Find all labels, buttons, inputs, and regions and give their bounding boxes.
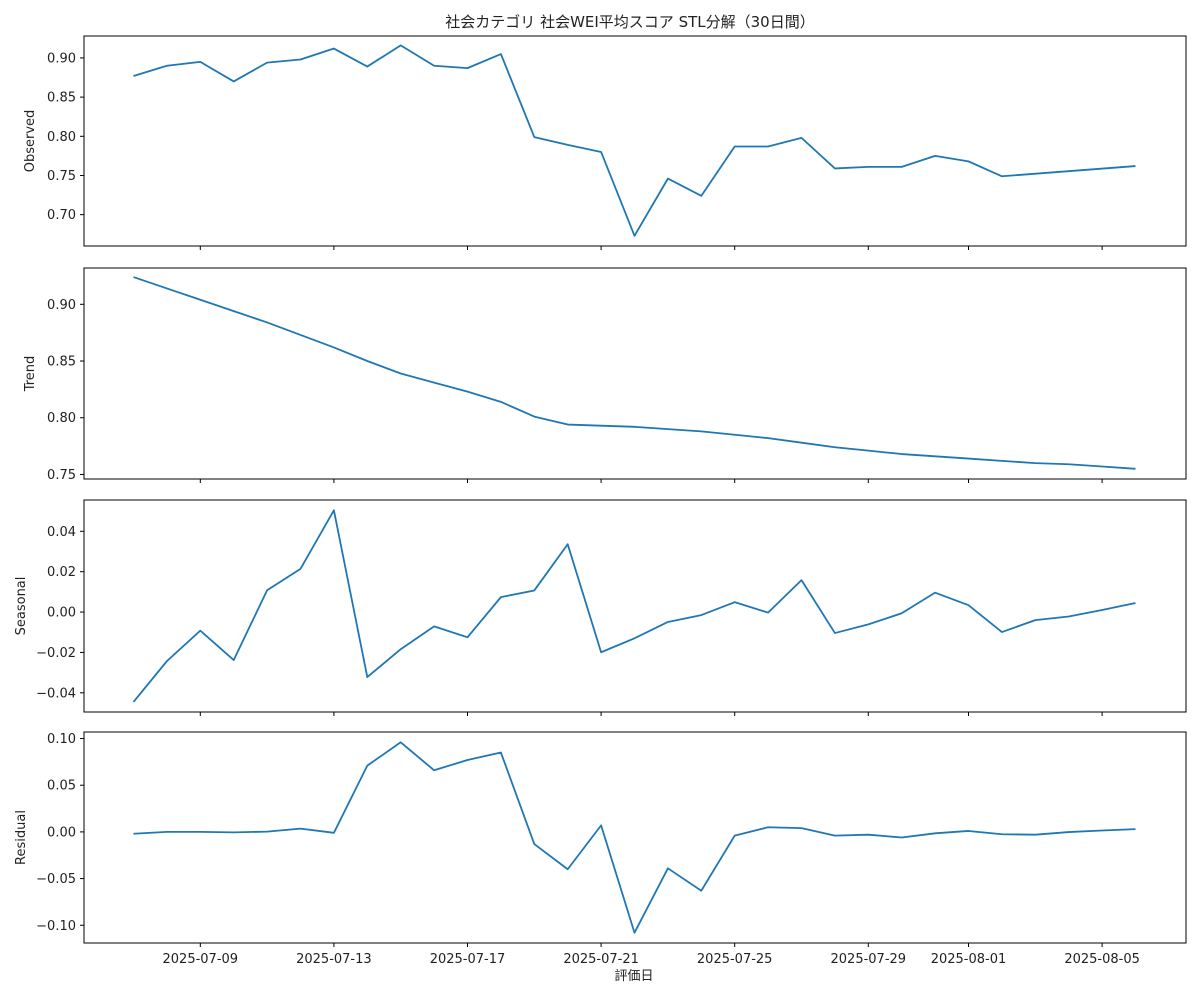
panel-residual: −0.10 −0.05 0.00 0.05 0.10 2025-07-09 2025-07-… xyxy=(14,732,1186,967)
x-tick-label: 2025-07-21 xyxy=(563,952,639,967)
y-tick-label: 0.10 xyxy=(47,732,76,747)
y-tick-label: 0.85 xyxy=(47,355,76,370)
axes-frame xyxy=(84,500,1186,712)
y-tick-label: 0.90 xyxy=(47,298,76,313)
y-tick-label: 0.90 xyxy=(47,51,76,66)
series-line-observed xyxy=(134,45,1136,235)
y-tick-label: 0.75 xyxy=(47,468,76,483)
x-tick-label: 2025-07-25 xyxy=(697,952,773,967)
x-tick-label: 2025-08-05 xyxy=(1064,952,1140,967)
y-tick-label: 0.05 xyxy=(47,779,76,794)
y-tick-label: 0.02 xyxy=(47,565,76,580)
axes-frame xyxy=(84,732,1186,943)
panel-observed: 0.70 0.75 0.80 0.85 0.90 Observed xyxy=(23,36,1186,250)
y-tick-label: 0.75 xyxy=(47,169,76,184)
panel-seasonal: −0.04 −0.02 0.00 0.02 0.04 Seasonal xyxy=(14,500,1186,716)
y-axis-label: Residual xyxy=(14,810,29,865)
x-tick-label: 2025-07-13 xyxy=(296,952,372,967)
x-tick-label: 2025-07-09 xyxy=(163,952,239,967)
y-tick-label: −0.05 xyxy=(36,872,76,887)
y-tick-label: 0.70 xyxy=(47,208,76,223)
axes-frame xyxy=(84,268,1186,479)
panel-trend: 0.75 0.80 0.85 0.90 Trend xyxy=(23,268,1186,483)
x-tick-label: 2025-07-29 xyxy=(831,952,907,967)
y-axis-label: Trend xyxy=(23,356,38,393)
y-axis-label: Observed xyxy=(23,110,38,173)
series-line-trend xyxy=(134,277,1136,469)
y-tick-label: 0.00 xyxy=(47,606,76,621)
y-axis-label: Seasonal xyxy=(14,577,29,636)
y-tick-label: −0.02 xyxy=(36,646,76,661)
series-line-residual xyxy=(134,742,1136,932)
series-line-seasonal xyxy=(134,510,1136,702)
y-tick-label: 0.85 xyxy=(47,91,76,106)
y-tick-label: 0.00 xyxy=(47,825,76,840)
x-tick-label: 2025-07-17 xyxy=(430,952,506,967)
y-tick-label: −0.04 xyxy=(36,686,76,701)
axes-frame xyxy=(84,36,1186,246)
x-tick-label: 2025-08-01 xyxy=(931,952,1007,967)
y-tick-label: 0.04 xyxy=(47,525,76,540)
x-axis-label: 評価日 xyxy=(614,969,653,984)
y-tick-label: 0.80 xyxy=(47,411,76,426)
figure-title: 社会カテゴリ 社会WEI平均スコア STL分解（30日間） xyxy=(445,13,814,31)
y-tick-label: −0.10 xyxy=(36,919,76,934)
y-tick-label: 0.80 xyxy=(47,130,76,145)
panels-group: 0.70 0.75 0.80 0.85 0.90 Observed 0.75 0.80 0.85… xyxy=(14,36,1186,967)
